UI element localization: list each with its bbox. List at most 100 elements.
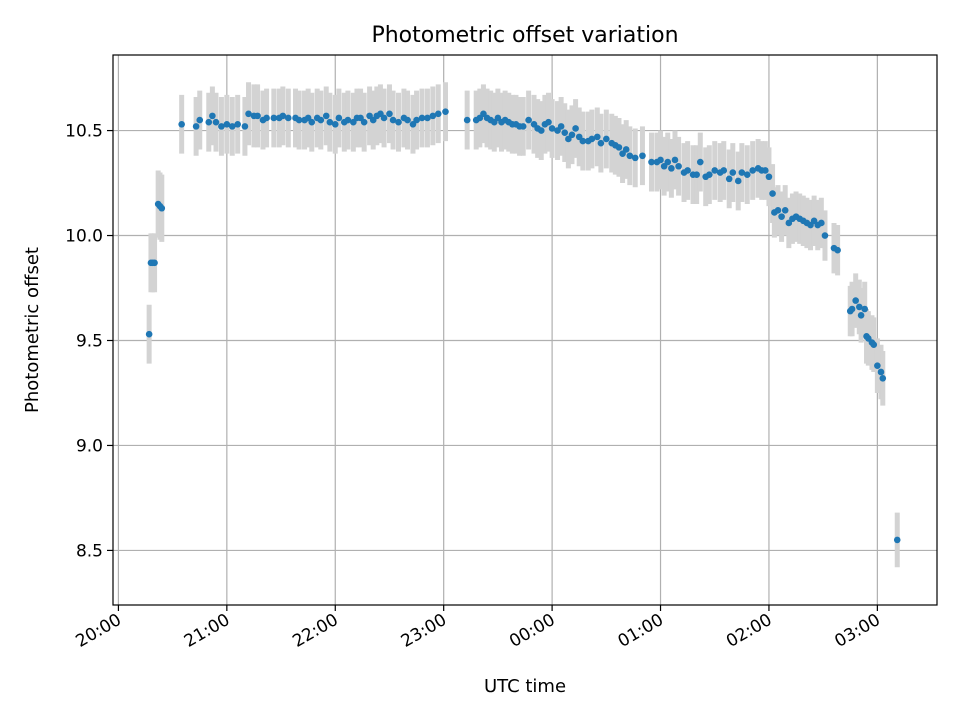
data-point <box>145 330 153 338</box>
data-point <box>693 171 700 178</box>
data-point <box>615 144 623 151</box>
data-point <box>706 171 713 178</box>
data-point <box>234 120 241 128</box>
data-point <box>729 169 737 176</box>
data-point <box>463 116 471 124</box>
x-tick-label: 03:00 <box>831 610 883 652</box>
data-point <box>158 204 166 212</box>
y-axis-ticks: 8.5 9.0 9.5 10.0 10.5 <box>65 122 113 561</box>
data-point <box>648 158 655 166</box>
data-point <box>568 131 576 139</box>
data-point <box>769 190 776 197</box>
data-point <box>778 213 785 220</box>
data-point <box>192 123 200 130</box>
plot-frame <box>112 54 938 606</box>
data-point <box>212 118 220 126</box>
data-point <box>525 116 532 124</box>
data-point <box>675 162 682 170</box>
data-point <box>720 167 728 174</box>
data-point <box>572 125 579 132</box>
data-point <box>263 114 270 122</box>
data-point <box>664 158 672 166</box>
data-point <box>725 175 733 183</box>
data-point <box>317 116 325 124</box>
y-axis-label: Photometric offset <box>22 247 43 413</box>
x-axis-label: UTC time <box>484 676 566 697</box>
data-point <box>322 112 330 120</box>
data-point <box>360 118 368 126</box>
data-point <box>424 114 431 122</box>
x-tick-label: 00:00 <box>506 610 558 652</box>
data-point <box>738 169 746 176</box>
data-point <box>671 156 679 164</box>
data-point <box>326 118 334 126</box>
x-tick-label: 02:00 <box>723 610 775 652</box>
data-point <box>749 167 756 174</box>
data-point <box>684 167 691 174</box>
data-point <box>597 139 605 147</box>
data-point <box>380 114 388 122</box>
data-point <box>241 123 249 130</box>
data-point <box>335 114 343 122</box>
data-point <box>295 116 303 124</box>
y-tick-label: 9.0 <box>76 436 103 456</box>
x-tick-label: 20:00 <box>72 610 124 652</box>
data-point <box>668 165 675 172</box>
data-point <box>223 120 231 128</box>
data-point <box>404 116 411 124</box>
data-point <box>386 110 393 118</box>
x-tick-label: 21:00 <box>181 610 233 652</box>
data-point <box>593 133 601 141</box>
data-point <box>861 305 869 313</box>
data-point <box>561 129 569 136</box>
data-point <box>821 232 829 239</box>
data-point <box>442 108 449 115</box>
data-point <box>781 207 789 214</box>
data-point <box>874 362 881 369</box>
data-point <box>622 146 630 153</box>
data-point <box>205 118 213 126</box>
data-point <box>151 259 158 267</box>
data-point <box>657 156 664 164</box>
data-point <box>331 120 339 128</box>
data-point <box>603 135 610 143</box>
data-point <box>893 536 901 544</box>
data-point <box>762 167 769 174</box>
data-point <box>818 219 825 227</box>
data-point <box>631 154 639 162</box>
data-point <box>395 118 402 126</box>
data-point <box>545 118 552 126</box>
data-point <box>548 125 556 132</box>
data-point <box>588 135 596 143</box>
x-tick-label: 23:00 <box>398 610 450 652</box>
data-point <box>389 116 397 124</box>
data-points <box>145 108 901 544</box>
x-axis-ticks: 20:00 21:00 22:00 23:00 00:00 01:00 02:00 03:00 <box>72 605 884 652</box>
data-point <box>308 118 316 126</box>
data-point <box>765 173 773 181</box>
data-point <box>254 112 261 120</box>
data-point <box>857 312 865 319</box>
x-tick-label: 01:00 <box>615 610 667 652</box>
data-point <box>639 152 646 160</box>
data-point <box>557 123 565 130</box>
data-point <box>434 110 442 118</box>
data-point <box>519 123 527 130</box>
y-tick-label: 8.5 <box>76 541 103 561</box>
data-point <box>196 116 204 124</box>
data-point <box>734 177 742 185</box>
error-bars <box>146 82 900 568</box>
data-point <box>852 297 859 304</box>
data-point <box>413 116 420 124</box>
data-point <box>245 110 252 118</box>
data-point <box>418 114 426 122</box>
y-tick-label: 10.0 <box>65 227 103 247</box>
y-tick-label: 10.5 <box>65 122 103 142</box>
data-point <box>870 341 878 348</box>
y-tick-label: 9.5 <box>76 331 103 351</box>
data-point <box>774 207 782 214</box>
data-point <box>284 114 292 122</box>
data-point <box>711 167 719 174</box>
data-point <box>834 246 841 254</box>
